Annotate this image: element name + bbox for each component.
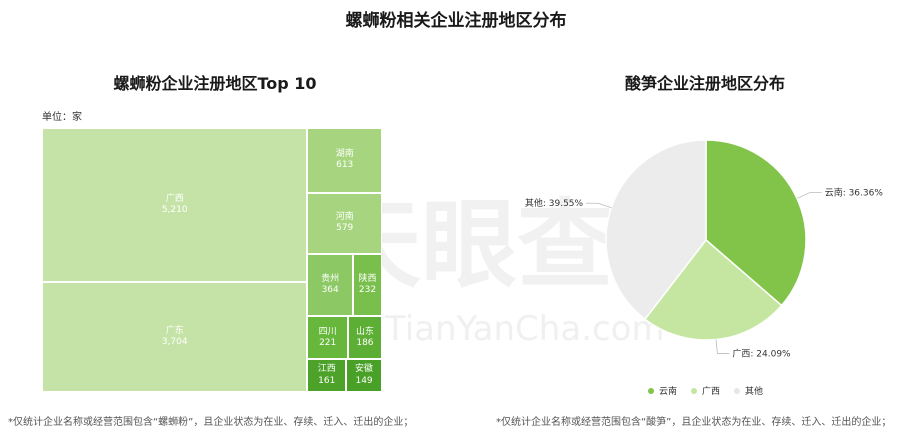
treemap-cell-value: 221	[319, 337, 337, 348]
treemap-cell-label: 广西	[165, 193, 184, 204]
legend-item-guangxi: 广西	[691, 384, 720, 397]
treemap-unit-label: 单位：家	[42, 112, 82, 123]
treemap-cell-label: 湖南	[335, 149, 354, 160]
legend-item-other: 其他	[734, 384, 763, 397]
treemap-cell-label: 安徽	[355, 364, 374, 375]
treemap-cell-8: 江西 161	[307, 359, 347, 392]
treemap-cell-label: 陕西	[358, 273, 377, 284]
treemap-cell-1: 广东 3,704	[42, 282, 308, 392]
treemap-cell-6: 四川 221	[307, 316, 348, 360]
treemap-title: 螺蛳粉企业注册地区Top 10	[113, 74, 317, 93]
pie-title: 酸笋企业注册地区分布	[624, 74, 785, 93]
legend-label-guangxi: 广西	[702, 387, 721, 397]
legend-label-other: 其他	[745, 387, 764, 397]
treemap-cell-2: 湖南 613	[307, 128, 382, 193]
footnote-right: *仅统计企业名称或经营范围包含“酸笋”，且企业状态为在业、存续、迁入、迁出的企业…	[496, 417, 892, 428]
treemap-cell-0: 广西 5,210	[42, 128, 308, 283]
treemap-cell-value: 613	[336, 160, 354, 171]
treemap-cell-value: 186	[356, 337, 374, 348]
treemap-cell-5: 陕西 232	[352, 253, 382, 317]
treemap-cell-label: 贵州	[321, 273, 340, 284]
page-title: 螺蛳粉相关企业注册地区分布	[345, 11, 567, 31]
treemap-cell-value: 579	[336, 223, 354, 234]
footnote-left: *仅统计企业名称或经营范围包含“螺蛳粉”，且企业状态为在业、存续、迁入、迁出的企…	[8, 417, 414, 428]
legend-label-yunnan: 云南	[659, 387, 678, 397]
pie-leader-line	[586, 202, 612, 209]
legend-dot-other	[734, 387, 741, 394]
pie-label-yunnan: 云南: 36.36%	[825, 187, 884, 199]
treemap-cell-4: 贵州 364	[307, 253, 353, 317]
treemap-cell-label: 四川	[318, 326, 337, 337]
treemap-cell-value: 3,704	[161, 337, 188, 348]
treemap-cell-9: 安徽 149	[346, 359, 382, 392]
pie-legend: 云南 广西 其他	[648, 384, 763, 397]
treemap-chart: 广西 5,210 广东 3,704 湖南 613 河南 579 贵州 364 陕西 232 四川 221 山…	[42, 128, 382, 392]
treemap-cell-value: 232	[358, 285, 377, 295]
treemap-cell-value: 161	[318, 375, 336, 386]
treemap-cell-value: 149	[355, 375, 373, 386]
treemap-cell-label: 广东	[165, 325, 184, 336]
pie-label-other: 其他: 39.55%	[525, 197, 584, 209]
pie-leader-line	[796, 192, 822, 199]
treemap-cell-label: 河南	[335, 211, 354, 222]
treemap-cell-7: 山东 186	[347, 316, 382, 360]
pie-leader-line	[715, 339, 730, 354]
pie-label-guangxi: 广西: 24.09%	[732, 347, 791, 359]
legend-item-yunnan: 云南	[648, 384, 677, 397]
treemap-cell-label: 江西	[317, 364, 336, 375]
treemap-cell-label: 山东	[355, 326, 374, 337]
treemap-cell-value: 5,210	[161, 205, 188, 216]
legend-dot-yunnan	[648, 387, 654, 394]
treemap-cell-3: 河南 579	[307, 192, 382, 254]
legend-dot-guangxi	[691, 387, 698, 394]
pie-slice-guangxi	[643, 238, 783, 341]
treemap-cell-value: 364	[321, 285, 339, 295]
pie-chart: 云南: 36.36% 广西: 24.09% 其他: 39.55%	[525, 139, 884, 359]
